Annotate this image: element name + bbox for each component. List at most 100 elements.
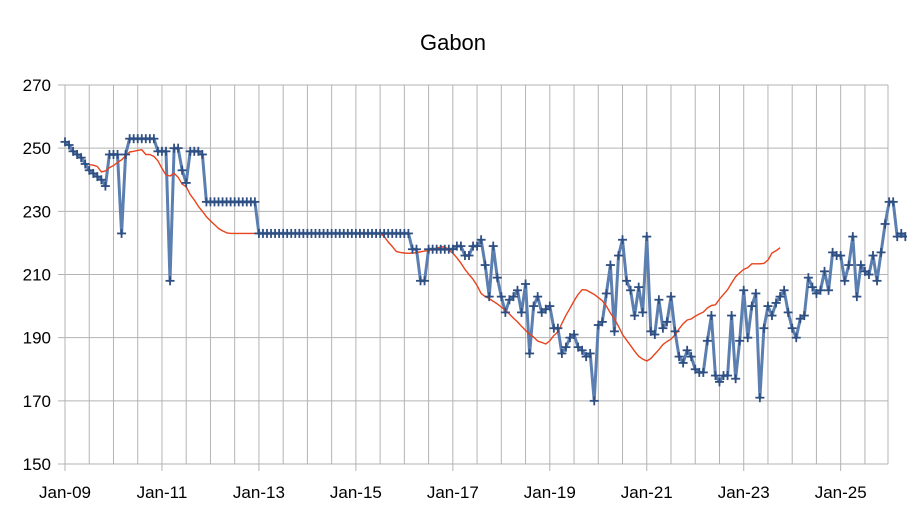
data-point-marker — [250, 197, 260, 207]
data-point-marker — [642, 232, 652, 242]
data-point-marker — [512, 285, 522, 295]
data-point-marker — [900, 232, 907, 242]
x-tick-label: Jan-13 — [233, 483, 285, 502]
data-point-marker — [476, 235, 486, 245]
data-point-marker — [670, 326, 680, 336]
data-point-marker — [569, 330, 579, 340]
data-point-marker — [173, 143, 183, 153]
data-point-marker — [674, 352, 684, 362]
data-point-marker — [678, 358, 688, 368]
data-point-marker — [739, 285, 749, 295]
data-point-marker — [767, 311, 777, 321]
data-point-marker — [613, 251, 623, 261]
data-point-marker — [803, 273, 813, 283]
x-tick-label: Jan-15 — [330, 483, 382, 502]
data-point-marker — [585, 348, 595, 358]
data-point-marker — [605, 260, 615, 270]
data-point-marker — [500, 307, 510, 317]
data-point-marker — [755, 393, 765, 403]
data-point-marker — [181, 178, 191, 188]
data-point-marker — [783, 307, 793, 317]
data-point-marker — [852, 292, 862, 302]
data-point-marker — [787, 323, 797, 333]
data-point-marker — [622, 276, 632, 286]
data-point-marker — [480, 260, 490, 270]
y-tick-label: 230 — [23, 202, 51, 221]
data-point-marker — [771, 298, 781, 308]
data-point-marker — [197, 149, 207, 159]
data-point-marker — [577, 345, 587, 355]
data-point-marker — [815, 285, 825, 295]
data-point-marker — [597, 317, 607, 327]
data-point-marker — [630, 311, 640, 321]
y-tick-label: 250 — [23, 139, 51, 158]
data-point-marker — [533, 292, 543, 302]
data-point-marker — [80, 159, 90, 169]
data-point-marker — [508, 292, 518, 302]
data-point-marker — [601, 288, 611, 298]
data-point-marker — [698, 367, 708, 377]
data-point-marker — [658, 323, 668, 333]
series-monthly-line — [64, 137, 907, 403]
y-tick-label: 190 — [23, 329, 51, 348]
data-point-marker — [618, 235, 628, 245]
data-point-marker — [488, 241, 498, 251]
data-point-marker — [149, 134, 159, 144]
y-tick-label: 210 — [23, 266, 51, 285]
data-point-marker — [836, 251, 846, 261]
data-point-marker — [650, 330, 660, 340]
x-tick-label: Jan-19 — [524, 483, 576, 502]
data-point-marker — [626, 285, 636, 295]
data-point-marker — [791, 333, 801, 343]
data-point-marker — [775, 292, 785, 302]
data-point-marker — [888, 197, 898, 207]
data-point-marker — [872, 276, 882, 286]
data-point-marker — [638, 307, 648, 317]
data-point-marker — [553, 323, 563, 333]
data-point-marker — [161, 146, 171, 156]
series-layer — [60, 134, 907, 406]
data-point-marker — [545, 301, 555, 311]
data-point-marker — [464, 251, 474, 261]
x-tick-label: Jan-23 — [718, 483, 770, 502]
data-point-marker — [686, 352, 696, 362]
x-tick-label: Jan-25 — [815, 483, 867, 502]
data-point-marker — [456, 241, 466, 251]
data-point-marker — [496, 292, 506, 302]
data-point-marker — [856, 260, 866, 270]
data-point-marker — [727, 311, 737, 321]
data-point-marker — [557, 348, 567, 358]
data-point-marker — [868, 251, 878, 261]
data-point-marker — [529, 301, 539, 311]
data-point-marker — [731, 374, 741, 384]
data-point-marker — [165, 276, 175, 286]
data-point-marker — [779, 285, 789, 295]
data-point-marker — [121, 149, 131, 159]
y-tick-label: 150 — [23, 455, 51, 474]
x-tick-label: Jan-21 — [621, 483, 673, 502]
data-point-marker — [714, 377, 724, 387]
data-point-marker — [706, 311, 716, 321]
data-point-marker — [484, 292, 494, 302]
data-point-marker — [113, 149, 123, 159]
data-point-marker — [820, 266, 830, 276]
data-point-marker — [848, 232, 858, 242]
y-tick-label: 170 — [23, 392, 51, 411]
data-point-marker — [763, 301, 773, 311]
x-tick-label: Jan-17 — [427, 483, 479, 502]
data-point-marker — [177, 165, 187, 175]
data-point-marker — [747, 301, 757, 311]
data-point-marker — [472, 241, 482, 251]
data-point-marker — [840, 276, 850, 286]
data-point-marker — [844, 260, 854, 270]
data-point-marker — [117, 228, 127, 238]
data-point-marker — [759, 323, 769, 333]
data-point-marker — [702, 336, 712, 346]
data-point-marker — [64, 140, 74, 150]
data-point-marker — [76, 153, 86, 163]
data-point-marker — [403, 228, 413, 238]
data-point-marker — [807, 282, 817, 292]
axes: 150 170 190 210 230 250 270 Jan-09 Jan-11 Jan-13 J… — [23, 76, 867, 502]
